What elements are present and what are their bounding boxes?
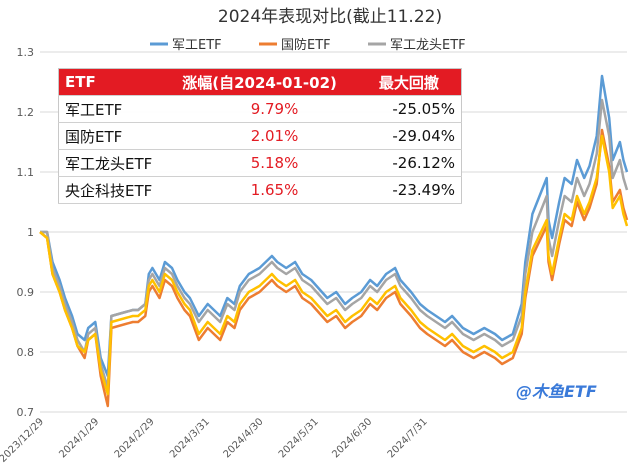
- series-line-1: [39, 128, 629, 408]
- y-tick-label: 0.7: [17, 406, 35, 419]
- series-line-3: [39, 134, 629, 396]
- x-tick-label: 2024/5/31: [277, 416, 321, 460]
- table-row: 央企科技ETF 1.65% -23.49%: [58, 176, 462, 204]
- table-header-gain: 涨幅(自2024-01-02): [176, 68, 373, 96]
- table-cell-drawdown: -29.04%: [372, 122, 462, 150]
- x-tick-label: 2023/12/29: [0, 416, 46, 465]
- x-tick-label: 2024/7/31: [386, 416, 430, 460]
- table-cell-drawdown: -23.49%: [372, 176, 462, 204]
- table-cell-gain: 2.01%: [176, 122, 373, 150]
- table-cell-gain: 1.65%: [176, 176, 373, 204]
- table-header-etf: ETF: [58, 68, 177, 96]
- y-axis: 1.3 1.2 1.1 1 0.9 0.8 0.7: [17, 46, 35, 419]
- table-cell-drawdown: -25.05%: [372, 95, 462, 123]
- x-tick-label: 2024/1/29: [57, 416, 101, 460]
- y-tick-label: 1.3: [17, 46, 35, 59]
- x-tick-label: 2024/4/30: [222, 416, 266, 460]
- table-row: 军工ETF 9.79% -25.05%: [58, 95, 462, 123]
- series-line-2: [40, 98, 629, 390]
- stats-table: ETF 涨幅(自2024-01-02) 最大回撤 军工ETF 9.79% -25…: [58, 68, 462, 204]
- legend-label: 军工ETF: [172, 38, 222, 53]
- y-tick-label: 1.1: [17, 166, 35, 179]
- x-tick-label: 2024/6/30: [330, 416, 374, 460]
- legend-label: 军工龙头ETF: [390, 38, 466, 53]
- y-tick-label: 1.2: [17, 106, 35, 119]
- watermark: @木鱼ETF: [516, 382, 597, 401]
- legend-label: 国防ETF: [281, 37, 331, 53]
- table-header-row: ETF 涨幅(自2024-01-02) 最大回撤: [58, 68, 462, 96]
- x-tick-label: 2024/3/31: [168, 416, 212, 460]
- table-cell-gain: 5.18%: [176, 149, 373, 177]
- chart-title: 2024年表现对比(截止11.22): [218, 7, 442, 27]
- series-lines: [39, 74, 629, 408]
- table-cell-name: 国防ETF: [58, 122, 177, 150]
- x-tick-label: 2024/2/29: [113, 416, 157, 460]
- table-cell-name: 央企科技ETF: [58, 176, 177, 204]
- table-row: 国防ETF 2.01% -29.04%: [58, 122, 462, 150]
- table-header-drawdown: 最大回撤: [372, 68, 462, 96]
- legend: 军工ETF 国防ETF 军工龙头ETF: [150, 37, 466, 53]
- table-cell-gain: 9.79%: [176, 95, 373, 123]
- x-axis: 2023/12/29 2024/1/29 2024/2/29 2024/3/31 202…: [0, 416, 430, 465]
- table-row: 军工龙头ETF 5.18% -26.12%: [58, 149, 462, 177]
- y-tick-label: 0.9: [17, 286, 35, 299]
- y-tick-label: 1: [27, 226, 34, 239]
- y-tick-label: 0.8: [17, 346, 35, 359]
- table-cell-name: 军工ETF: [58, 95, 177, 123]
- table-cell-drawdown: -26.12%: [372, 149, 462, 177]
- table-cell-name: 军工龙头ETF: [58, 149, 177, 177]
